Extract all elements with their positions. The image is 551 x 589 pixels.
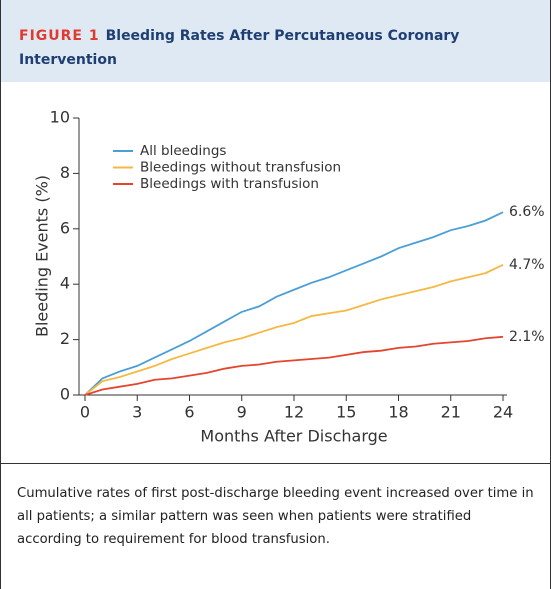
y-tick-label: 4 xyxy=(60,274,70,293)
series-line xyxy=(84,263,504,396)
y-tick-label: 6 xyxy=(60,218,70,237)
x-tick-label: 6 xyxy=(184,403,194,422)
chart-title: Bleeding Rates After Percutaneous Corona… xyxy=(19,28,460,68)
x-tick-label: 18 xyxy=(388,403,408,422)
caption: Cumulative rates of first post-discharge… xyxy=(1,463,550,551)
chart: Bleeding Events (%) Months After Dischar… xyxy=(33,108,545,446)
x-tick-label: 9 xyxy=(237,403,247,422)
data-label: 2.1% xyxy=(509,329,545,345)
data-label: 4.7% xyxy=(509,257,545,273)
y-axis-title: Bleeding Events (%) xyxy=(33,175,52,337)
x-tick-label: 0 xyxy=(80,403,90,422)
y-tick-label: 0 xyxy=(60,385,70,404)
x-tick-label: 24 xyxy=(493,403,513,422)
y-tick-label: 2 xyxy=(60,329,70,348)
data-label: 6.6% xyxy=(509,204,545,220)
x-tick-label: 21 xyxy=(441,403,461,422)
legend-label: Bleedings without transfusion xyxy=(140,160,341,176)
legend-label: Bleedings with transfusion xyxy=(140,176,319,192)
figure-header: FIGURE 1 Bleeding Rates After Percutaneou… xyxy=(1,0,550,82)
x-tick-label: 12 xyxy=(284,403,304,422)
y-tick-label: 10 xyxy=(50,108,70,127)
x-axis-title: Months After Discharge xyxy=(200,427,387,446)
figure-label: FIGURE 1 xyxy=(19,28,100,44)
series-line xyxy=(84,211,504,396)
series-line xyxy=(84,335,504,396)
x-tick-label: 15 xyxy=(336,403,356,422)
y-tick-label: 8 xyxy=(60,163,70,182)
x-tick-label: 3 xyxy=(132,403,142,422)
legend-label: All bleedings xyxy=(140,143,226,159)
